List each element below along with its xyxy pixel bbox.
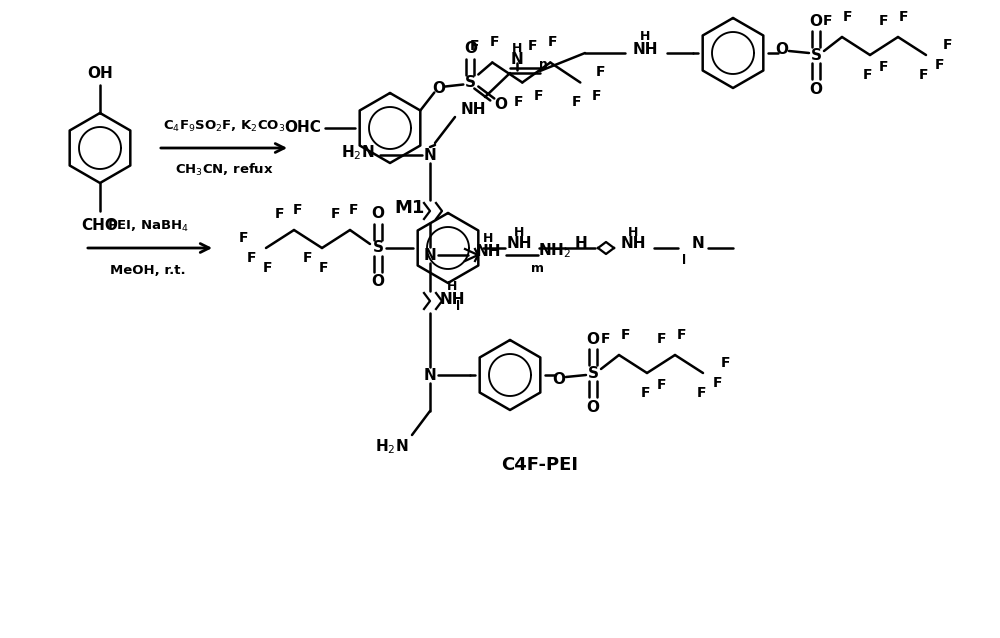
Text: NH: NH [506,237,532,251]
Text: M1: M1 [395,199,425,217]
Text: n: n [539,59,547,71]
Text: F: F [592,89,601,103]
Text: F: F [528,40,537,54]
Text: l: l [456,300,460,313]
Text: S: S [588,366,598,380]
Text: NH: NH [460,101,486,117]
Text: F: F [843,10,853,24]
Text: S: S [465,75,476,90]
Text: F: F [247,251,257,265]
Text: l: l [682,253,686,267]
Text: NH: NH [439,292,465,306]
Text: S: S [372,241,384,255]
Text: F: F [935,58,945,72]
Text: S: S [810,47,822,63]
Text: F: F [293,203,303,217]
Text: O: O [810,82,822,96]
Text: F: F [696,386,706,400]
Text: N: N [424,367,436,383]
Text: H$_2$N: H$_2$N [341,144,375,162]
Text: F: F [919,68,929,82]
Text: F: F [319,261,329,275]
Text: N: N [692,237,704,251]
Text: C$_4$F$_9$SO$_2$F, K$_2$CO$_3$: C$_4$F$_9$SO$_2$F, K$_2$CO$_3$ [163,119,285,133]
Text: H: H [575,237,587,251]
Text: F: F [863,68,873,82]
Text: F: F [275,207,285,221]
Text: F: F [640,386,650,400]
Text: F: F [600,332,610,346]
Text: F: F [823,14,833,28]
Text: N: N [424,147,436,163]
Text: NH$_2$: NH$_2$ [538,242,570,260]
Text: H: H [628,225,638,239]
Text: F: F [572,96,581,110]
Text: F: F [514,96,523,110]
Text: N: N [424,248,436,262]
Text: m: m [532,262,544,276]
Text: F: F [620,328,630,342]
Text: F: F [490,36,499,50]
Text: H: H [447,281,457,293]
Text: O: O [372,207,384,221]
Text: NH: NH [632,41,658,57]
Text: O: O [776,41,788,57]
Text: H: H [514,225,524,239]
Text: PEI, NaBH$_4$: PEI, NaBH$_4$ [107,218,189,234]
Text: F: F [676,328,686,342]
Text: F: F [263,261,273,275]
Text: O: O [586,399,600,415]
Text: O: O [372,274,384,290]
Text: F: F [596,66,605,80]
Text: F: F [720,356,730,370]
Text: O: O [432,81,445,96]
Text: H: H [483,232,493,246]
Text: F: F [712,376,722,390]
Text: O: O [552,371,566,387]
Text: F: F [303,251,313,265]
Text: F: F [534,89,543,103]
Text: NH: NH [475,244,501,258]
Text: F: F [943,38,953,52]
Text: H$_2$N: H$_2$N [375,438,409,456]
Text: O: O [810,13,822,29]
Text: N: N [511,52,523,66]
Text: MeOH, r.t.: MeOH, r.t. [110,263,186,276]
Text: H: H [512,43,522,56]
Text: F: F [899,10,909,24]
Text: F: F [656,378,666,392]
Text: O: O [464,41,477,56]
Text: OH: OH [87,66,113,80]
Text: F: F [879,60,889,74]
Text: CH$_3$CN, refux: CH$_3$CN, refux [175,162,273,178]
Text: F: F [656,332,666,346]
Text: F: F [331,207,341,221]
Text: F: F [239,231,249,245]
Text: H: H [640,31,650,43]
Text: F: F [349,203,359,217]
Text: C4F-PEI: C4F-PEI [502,456,578,474]
Text: NH: NH [620,237,646,251]
Text: O: O [586,332,600,346]
Text: F: F [879,14,889,28]
Text: F: F [470,40,479,54]
Text: O: O [494,97,507,112]
Text: F: F [548,36,557,50]
Text: CHO: CHO [82,218,118,234]
Text: OHC: OHC [285,121,321,135]
